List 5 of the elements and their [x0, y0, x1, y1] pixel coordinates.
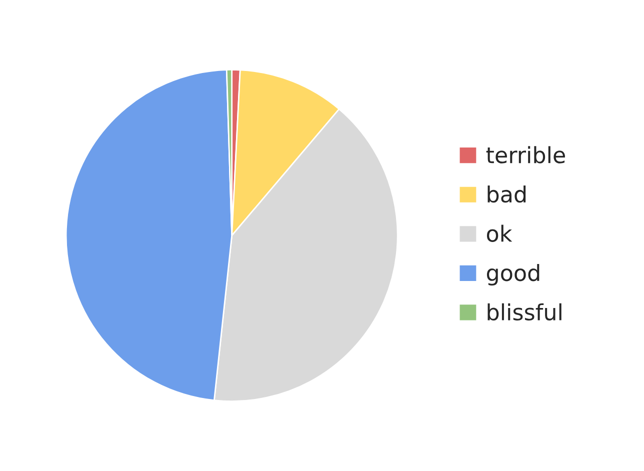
legend-label: blissful — [488, 303, 562, 321]
legend-label: good — [486, 264, 540, 286]
legend-label: terrible — [486, 146, 565, 164]
legend-label: ok — [486, 224, 512, 242]
legend-label: bad — [488, 185, 526, 203]
